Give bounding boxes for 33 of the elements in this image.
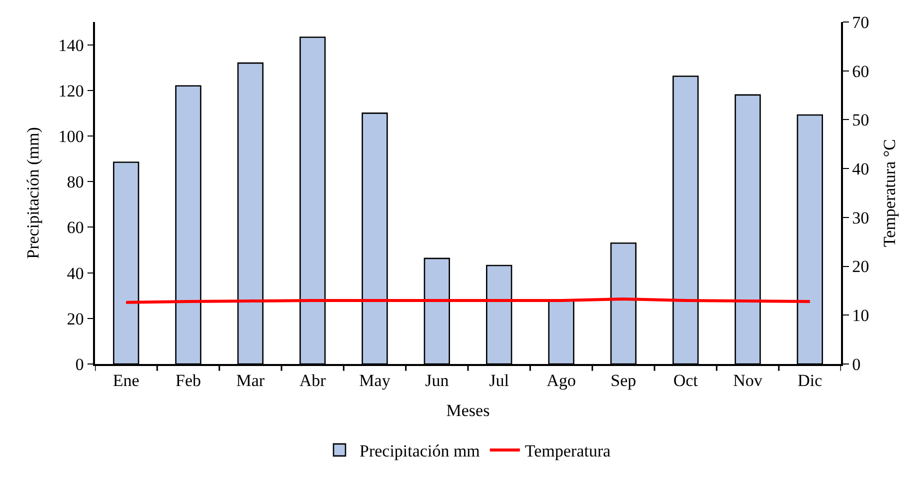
legend-label: Temperatura (524, 442, 611, 461)
x-tick-label: Feb (176, 371, 201, 390)
x-tick-label: Mar (236, 371, 265, 390)
y2-tick-label: 0 (852, 354, 861, 374)
y2-tick-label: 30 (852, 208, 870, 228)
x-tick-label: Oct (673, 371, 698, 390)
y-tick-label: 120 (58, 81, 84, 100)
y2-axis-title: Temperatura °C (880, 138, 900, 248)
x-tick-label: May (359, 371, 391, 390)
x-tick-label: Ago (546, 371, 576, 390)
y-tick-label: 80 (66, 172, 84, 192)
y-tick-label: 20 (66, 309, 84, 328)
y-tick-label: 40 (66, 264, 84, 283)
x-tick-label: Ene (112, 371, 140, 390)
y-tick-label: 60 (66, 218, 84, 238)
x-tick-label: Dic (798, 371, 823, 390)
y-tick-label: 100 (58, 126, 84, 146)
y2-tick-label: 60 (852, 62, 870, 81)
x-tick-label: Sep (610, 371, 636, 390)
x-axis-title: Meses (446, 401, 490, 420)
y2-tick-label: 40 (852, 160, 870, 179)
y2-tick-label: 10 (852, 306, 870, 326)
y-tick-label: 0 (75, 354, 84, 374)
y-axis-title: Precipitación (mm) (23, 127, 42, 259)
y-tick-label: 140 (58, 36, 84, 55)
x-tick-label: Jul (489, 371, 510, 390)
y2-tick-label: 70 (852, 12, 870, 32)
x-tick-label: Jun (425, 371, 450, 390)
x-tick-label: Abr (299, 371, 326, 390)
x-tick-label: Nov (733, 371, 763, 390)
y2-tick-label: 20 (852, 257, 870, 276)
legend-label: Precipitación mm (360, 442, 480, 461)
y2-tick-label: 50 (852, 110, 870, 130)
